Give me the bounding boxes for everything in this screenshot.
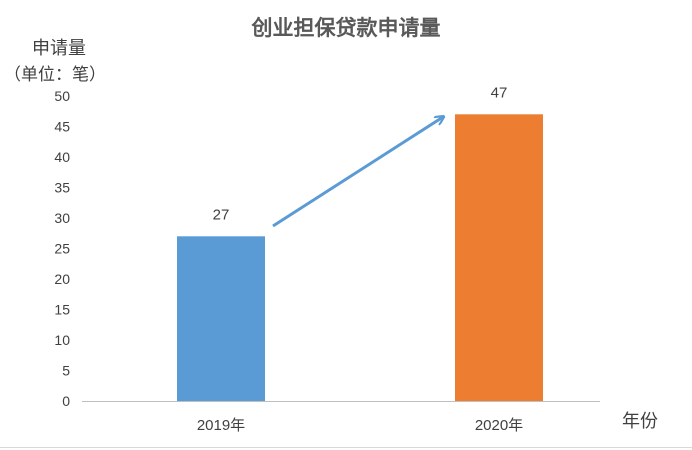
bottom-divider [0, 447, 692, 448]
trend-arrow [272, 117, 443, 228]
y-tick-label: 25 [54, 241, 70, 257]
y-axis-label: 申请量 [32, 38, 86, 59]
y-tick-label: 45 [54, 119, 70, 135]
y-tick-label: 50 [54, 88, 70, 104]
data-label: 47 [491, 84, 508, 101]
y-tick-label: 20 [54, 271, 70, 287]
y-tick-label: 35 [54, 180, 70, 196]
bar-0 [177, 236, 265, 401]
x-tick-label: 2019年 [197, 417, 245, 434]
y-tick-label: 15 [54, 302, 70, 318]
bar-1 [455, 114, 543, 402]
data-label: 27 [213, 206, 230, 223]
y-tick-label: 0 [62, 393, 70, 409]
x-axis-label: 年份 [622, 411, 658, 432]
chart-title: 创业担保贷款申请量 [251, 16, 441, 40]
y-tick-label: 10 [54, 332, 70, 348]
y-tick-label: 40 [54, 149, 70, 165]
y-axis-unit-label: （单位：笔） [4, 65, 106, 85]
y-tick-label: 5 [62, 363, 70, 379]
y-tick-label: 30 [54, 210, 70, 226]
x-tick-label: 2020年 [475, 417, 523, 434]
